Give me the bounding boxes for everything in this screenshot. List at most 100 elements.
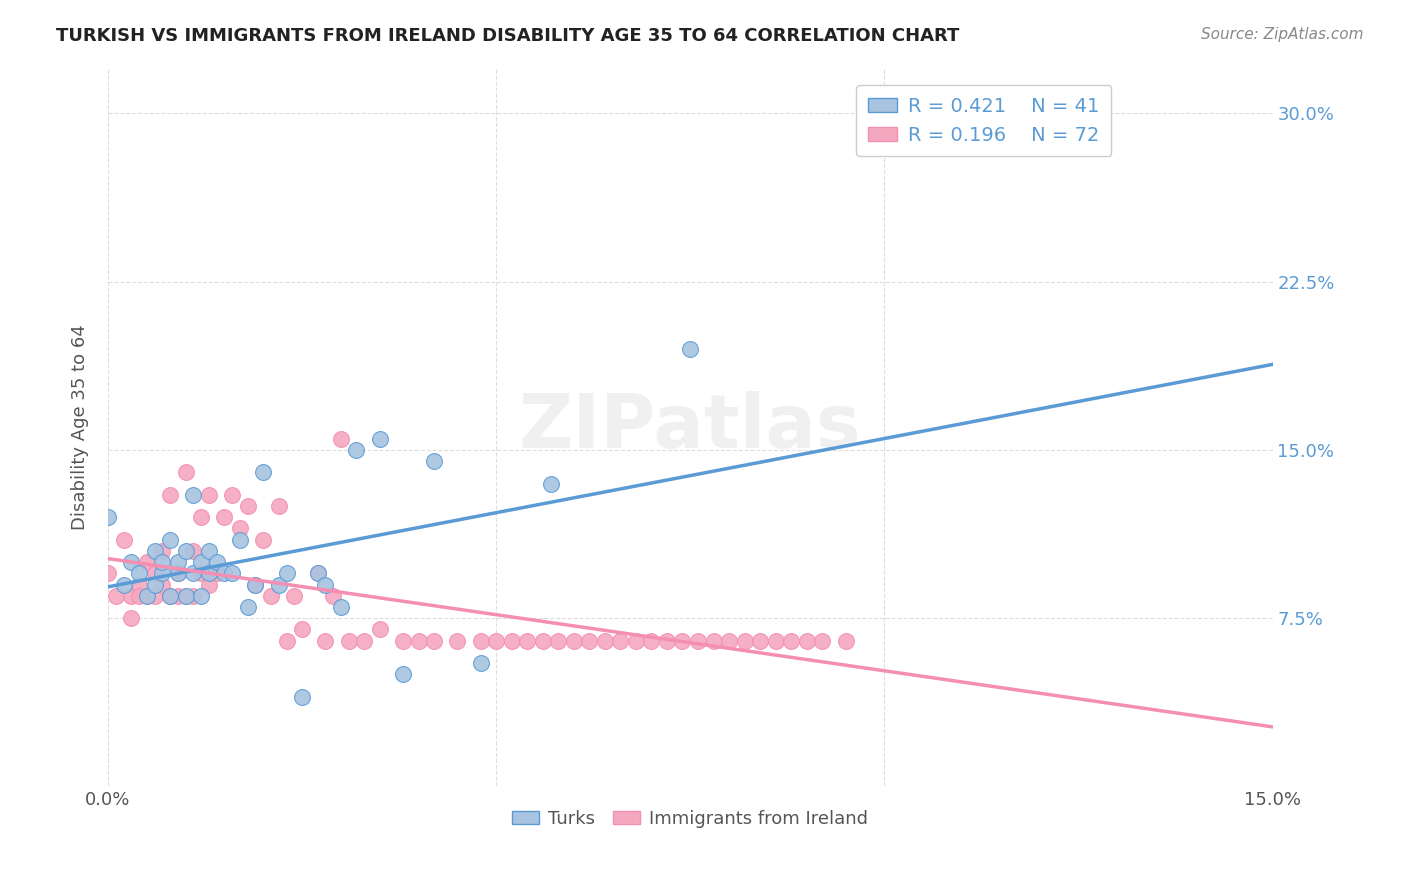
Point [190,555,212,569]
Point [593,633,616,648]
Point [205,555,228,569]
Point [128,577,150,591]
Point [159,589,181,603]
Point [322,589,344,603]
Point [135,589,157,603]
Point [190,589,212,603]
Point [221,566,243,581]
Point [368,623,391,637]
Point [143,589,166,603]
Point [236,599,259,614]
Point [337,633,360,648]
Point [252,466,274,480]
Point [392,633,415,648]
Point [120,611,142,625]
Point [686,633,709,648]
Point [143,566,166,581]
Point [150,544,173,558]
Point [174,589,197,603]
Text: Source: ZipAtlas.com: Source: ZipAtlas.com [1201,27,1364,42]
Point [276,566,298,581]
Point [183,566,205,581]
Point [198,577,221,591]
Point [135,589,157,603]
Point [221,488,243,502]
Point [353,633,375,648]
Point [392,667,415,681]
Point [167,589,190,603]
Point [408,633,430,648]
Point [423,633,446,648]
Point [135,555,157,569]
Point [183,488,205,502]
Point [245,577,267,591]
Point [796,633,818,648]
Point [834,633,856,648]
Point [765,633,787,648]
Point [150,577,173,591]
Point [128,566,150,581]
Point [167,566,190,581]
Point [749,633,772,648]
Point [112,533,135,547]
Point [671,633,693,648]
Point [547,633,569,648]
Point [150,566,173,581]
Point [267,577,290,591]
Point [198,566,221,581]
Point [267,499,290,513]
Point [283,589,305,603]
Point [718,633,741,648]
Point [214,510,236,524]
Point [183,544,205,558]
Point [314,577,336,591]
Legend: Turks, Immigrants from Ireland: Turks, Immigrants from Ireland [505,803,876,835]
Point [198,488,221,502]
Point [501,633,523,648]
Point [183,589,205,603]
Point [516,633,538,648]
Point [104,589,127,603]
Point [609,633,631,648]
Point [655,633,678,648]
Point [679,342,702,356]
Point [703,633,725,648]
Point [276,633,298,648]
Point [128,589,150,603]
Point [540,476,562,491]
Text: TURKISH VS IMMIGRANTS FROM IRELAND DISABILITY AGE 35 TO 64 CORRELATION CHART: TURKISH VS IMMIGRANTS FROM IRELAND DISAB… [56,27,960,45]
Point [150,555,173,569]
Y-axis label: Disability Age 35 to 64: Disability Age 35 to 64 [72,325,89,531]
Point [120,555,142,569]
Point [291,623,314,637]
Point [112,577,135,591]
Point [578,633,600,648]
Point [167,566,190,581]
Point [120,589,142,603]
Text: ZIPatlas: ZIPatlas [519,391,862,464]
Point [159,533,181,547]
Point [531,633,554,648]
Point [346,442,368,457]
Point [174,466,197,480]
Point [624,633,647,648]
Point [734,633,756,648]
Point [236,499,259,513]
Point [314,633,336,648]
Point [143,577,166,591]
Point [229,521,252,535]
Point [470,633,492,648]
Point [245,577,267,591]
Point [640,633,662,648]
Point [229,533,252,547]
Point [307,566,329,581]
Point [198,544,221,558]
Point [446,633,468,648]
Point [307,566,329,581]
Point [190,510,212,524]
Point [159,589,181,603]
Point [167,555,190,569]
Point [174,544,197,558]
Point [159,488,181,502]
Point [97,510,120,524]
